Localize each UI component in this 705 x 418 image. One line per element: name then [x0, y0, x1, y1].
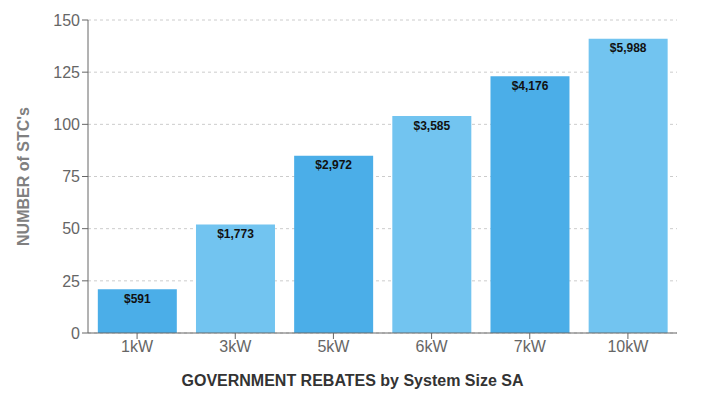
svg-text:$5,988: $5,988: [610, 41, 647, 55]
svg-text:NUMBER of STC's: NUMBER of STC's: [15, 107, 32, 246]
svg-text:$591: $591: [124, 292, 151, 306]
svg-text:0: 0: [71, 325, 80, 342]
svg-text:6kW: 6kW: [416, 338, 449, 355]
svg-text:3kW: 3kW: [219, 338, 252, 355]
svg-text:25: 25: [62, 273, 80, 290]
svg-text:150: 150: [53, 12, 80, 29]
svg-text:$3,585: $3,585: [413, 119, 450, 133]
svg-text:10kW: 10kW: [607, 338, 649, 355]
svg-text:5kW: 5kW: [317, 338, 350, 355]
svg-text:$4,176: $4,176: [512, 79, 549, 93]
svg-text:75: 75: [62, 168, 80, 185]
svg-text:$2,972: $2,972: [315, 158, 352, 172]
svg-text:125: 125: [53, 64, 80, 81]
svg-text:1kW: 1kW: [121, 338, 154, 355]
svg-text:7kW: 7kW: [514, 338, 547, 355]
svg-text:100: 100: [53, 116, 80, 133]
html-text:GOVERNMENT REBATES by System S: GOVERNMENT REBATES by System Size SA: [181, 372, 524, 389]
svg-text:$1,773: $1,773: [217, 227, 254, 241]
svg-text:50: 50: [62, 220, 80, 237]
